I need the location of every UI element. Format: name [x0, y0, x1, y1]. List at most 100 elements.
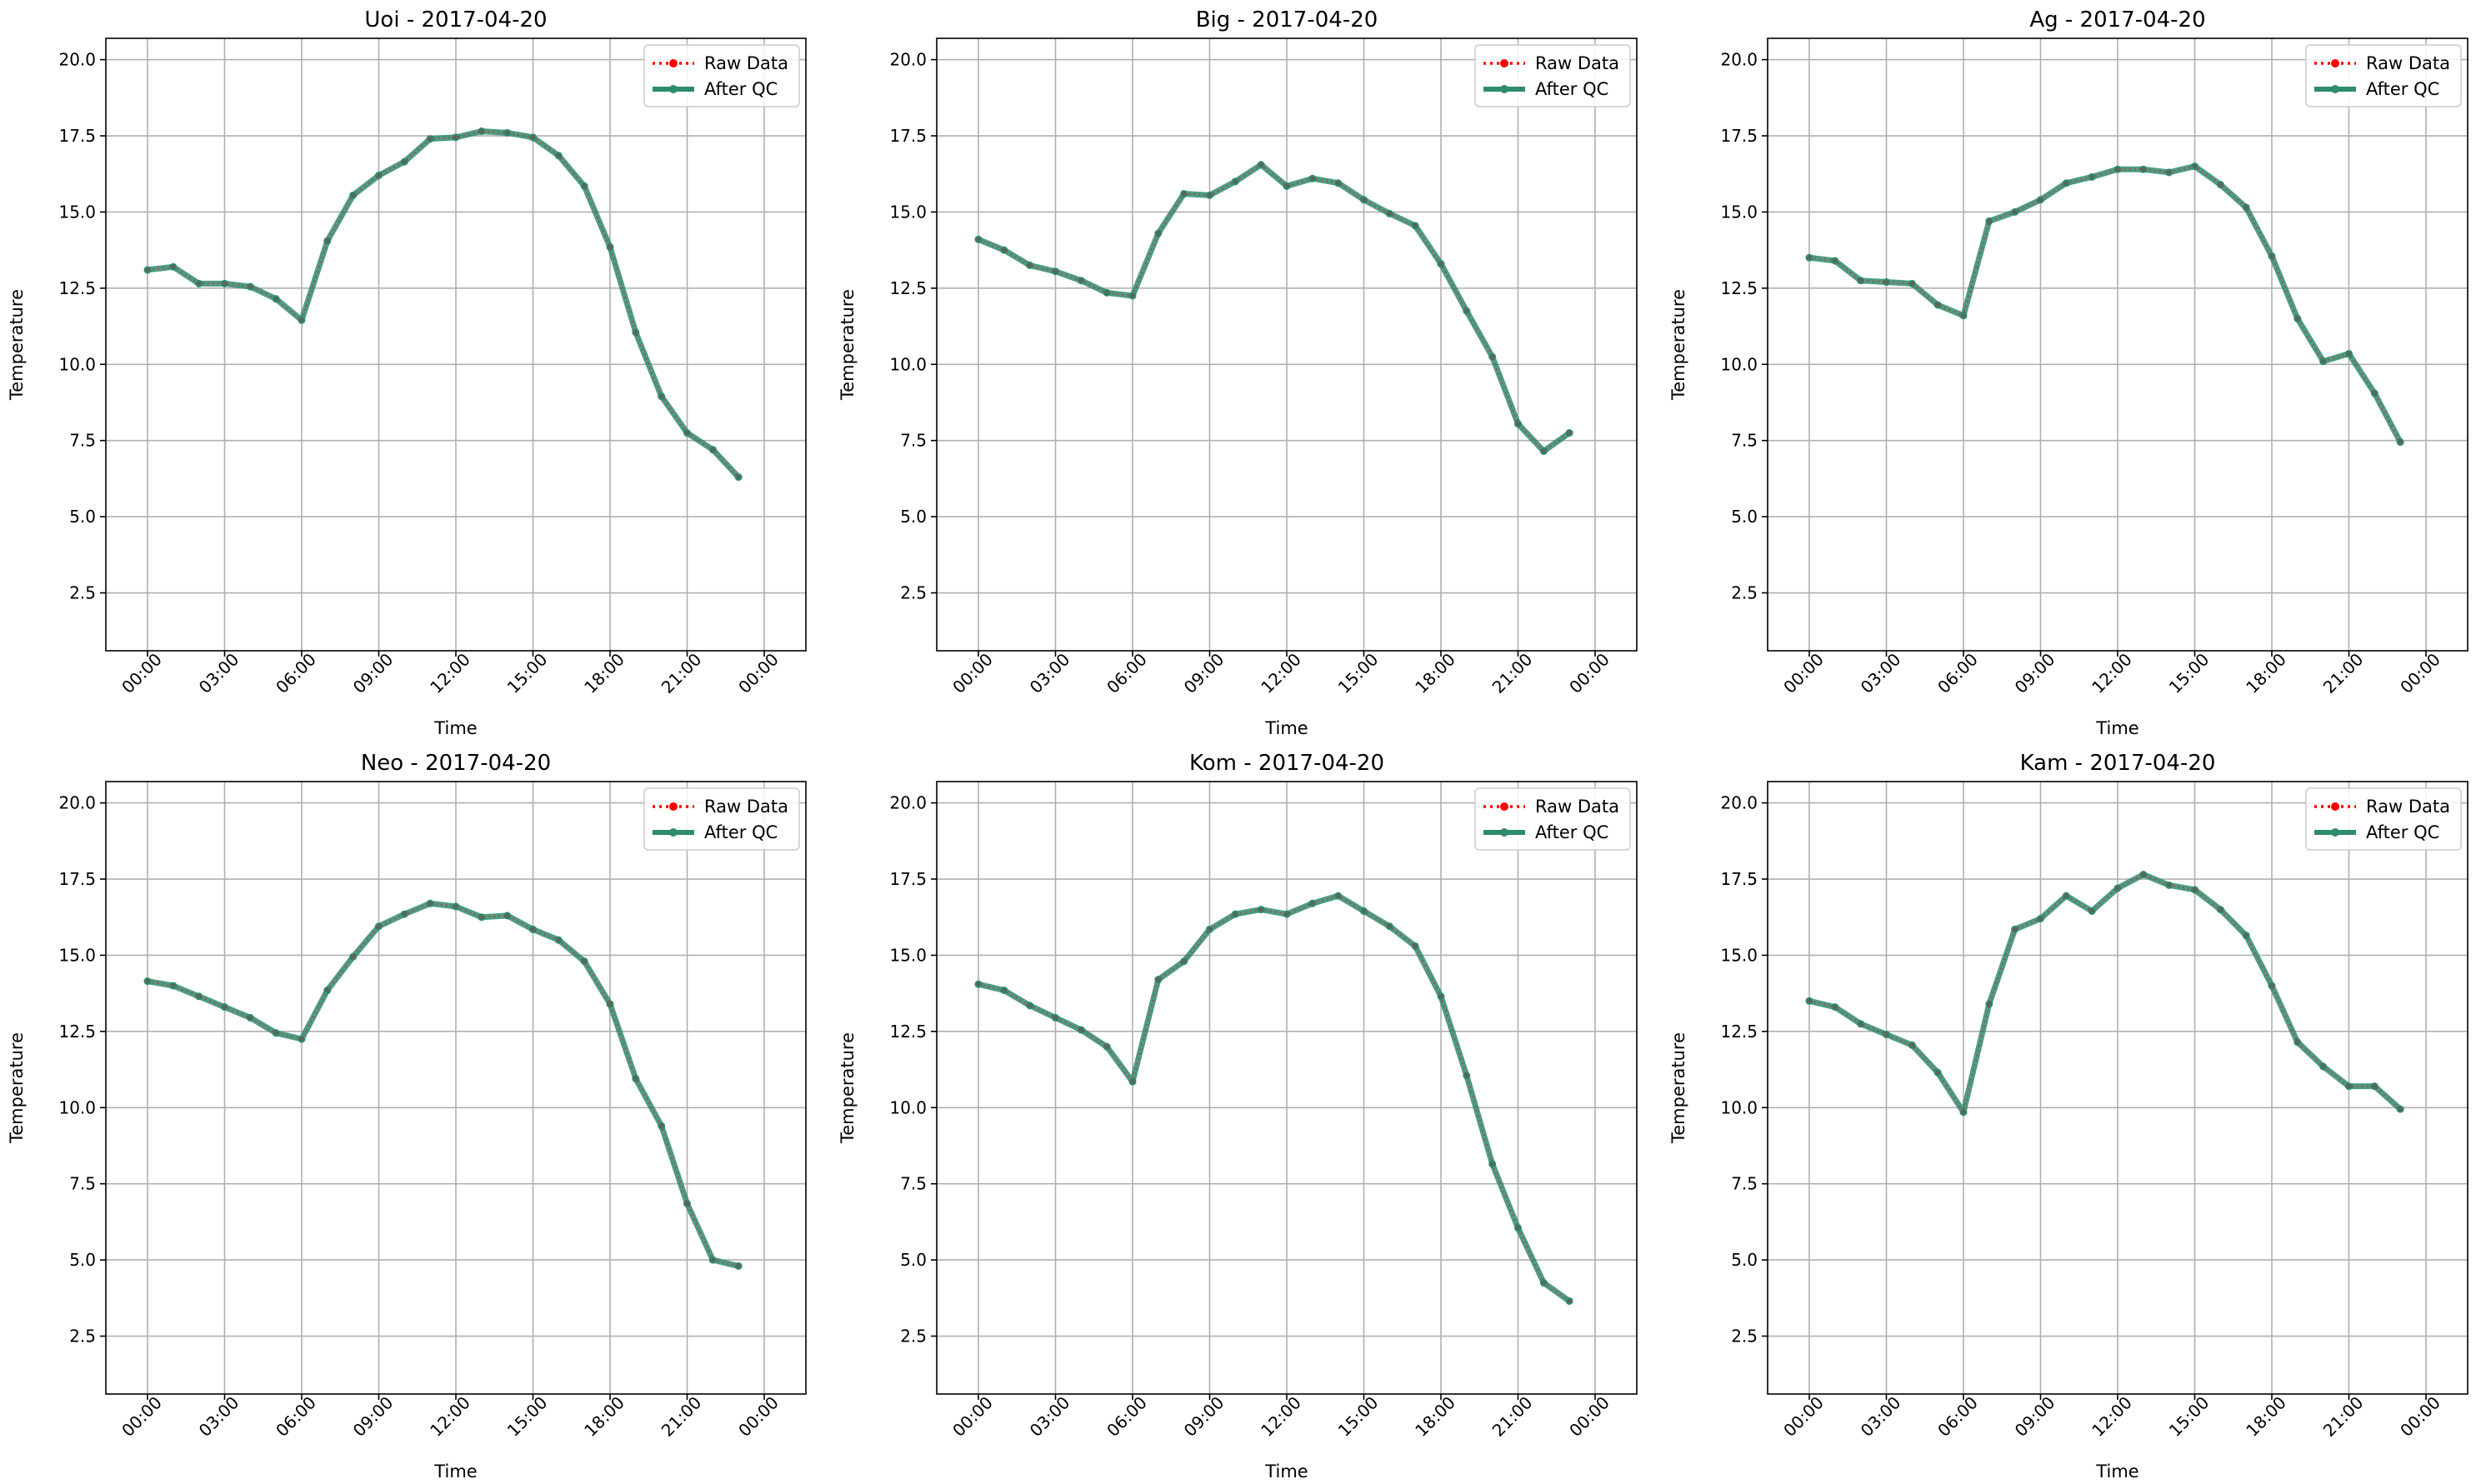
- legend-after-qc-label: After QC: [704, 79, 778, 99]
- legend-after-qc-marker: [1500, 85, 1508, 93]
- y-tick-label: 12.5: [1720, 1022, 1758, 1042]
- raw-data-point: [1909, 1042, 1914, 1047]
- x-tick-label: 06:00: [1103, 649, 1151, 697]
- raw-data-point: [1002, 987, 1007, 992]
- raw-data-point: [976, 237, 981, 242]
- x-tick-label: 15:00: [2165, 649, 2213, 697]
- x-tick-label: 03:00: [1026, 1392, 1074, 1441]
- raw-data-point: [479, 129, 484, 134]
- y-tick-label: 20.0: [58, 50, 96, 70]
- x-tick-label: 21:00: [658, 649, 706, 697]
- chart-title: Ag - 2017-04-20: [2029, 7, 2205, 32]
- raw-data-point: [1336, 181, 1341, 186]
- legend-raw-data-label: Raw Data: [1535, 53, 1619, 73]
- legend-raw-data-marker: [1500, 59, 1508, 67]
- x-tick-label: 15:00: [1334, 1392, 1383, 1441]
- x-axis-label: Time: [433, 1462, 477, 1482]
- raw-data-point: [1310, 176, 1315, 181]
- x-axis-label: Time: [1264, 1462, 1308, 1482]
- raw-data-point: [633, 330, 638, 335]
- raw-data-point: [428, 901, 433, 906]
- y-axis-label: Temperature: [7, 1032, 27, 1144]
- y-tick-label: 5.0: [900, 507, 927, 527]
- y-axis-label: Temperature: [1668, 289, 1688, 401]
- raw-data-point: [1387, 211, 1392, 216]
- raw-data-point: [2141, 872, 2146, 877]
- y-axis-label: Temperature: [838, 1032, 858, 1144]
- raw-data-point: [2347, 1084, 2351, 1089]
- y-tick-label: 2.5: [900, 583, 927, 603]
- raw-data-point: [659, 394, 664, 399]
- raw-data-point: [1961, 1110, 1966, 1115]
- y-tick-label: 7.5: [900, 431, 927, 451]
- y-tick-label: 17.5: [889, 126, 927, 146]
- raw-data-point: [1935, 302, 1940, 307]
- y-tick-label: 10.0: [58, 1097, 96, 1117]
- x-tick-label: 15:00: [503, 1392, 552, 1441]
- raw-data-point: [1987, 1002, 1992, 1007]
- x-tick-label: 09:00: [349, 649, 398, 697]
- chart-title: Big - 2017-04-20: [1196, 7, 1378, 32]
- raw-data-point: [1258, 162, 1263, 167]
- x-tick-label: 00:00: [1779, 1392, 1828, 1441]
- raw-data-point: [248, 284, 253, 289]
- raw-data-point: [1208, 192, 1212, 197]
- x-tick-label: 12:00: [1257, 649, 1305, 697]
- y-tick-label: 12.5: [58, 278, 96, 298]
- raw-data-point: [1490, 1162, 1495, 1167]
- raw-data-point: [1858, 1022, 1863, 1027]
- raw-data-point: [2398, 1107, 2403, 1112]
- raw-data-point: [1053, 269, 1058, 274]
- raw-data-point: [608, 244, 613, 249]
- raw-data-point: [2193, 164, 2197, 169]
- legend-raw-data-marker: [1500, 802, 1508, 811]
- raw-data-point: [685, 1201, 689, 1206]
- raw-data-point: [505, 913, 510, 918]
- x-tick-label: 06:00: [1933, 649, 1982, 697]
- y-tick-label: 5.0: [900, 1250, 927, 1270]
- raw-data-point: [1362, 908, 1366, 913]
- x-tick-label: 03:00: [195, 1392, 243, 1441]
- x-tick-label: 21:00: [2319, 1392, 2368, 1441]
- raw-data-point: [223, 281, 227, 286]
- legend-after-qc-label: After QC: [704, 822, 778, 842]
- legend-raw-data-label: Raw Data: [2366, 797, 2450, 817]
- plot-frame: [105, 37, 807, 652]
- x-tick-label: 12:00: [426, 649, 474, 697]
- legend: Raw Data After QC: [1474, 44, 1631, 107]
- raw-data-point: [1567, 431, 1572, 436]
- x-tick-label: 00:00: [1565, 1392, 1613, 1441]
- chart-panel: 00:00 03:00 06:00 09:00 12:00 15:00 18:00 21:00…: [838, 7, 1638, 738]
- chart-panel: 00:00 03:00 06:00 09:00 12:00 15:00 18:00 21:00…: [7, 751, 807, 1482]
- raw-data-point: [1909, 281, 1914, 286]
- raw-data-point: [1078, 278, 1083, 283]
- raw-data-point: [325, 987, 330, 992]
- raw-data-point: [2398, 440, 2403, 445]
- x-tick-label: 09:00: [1180, 1392, 1228, 1441]
- x-tick-label: 09:00: [349, 1392, 398, 1441]
- chart-title: Kam - 2017-04-20: [2020, 751, 2216, 776]
- raw-data-point: [2295, 316, 2300, 321]
- raw-data-point: [1053, 1015, 1058, 1020]
- raw-data-point: [2193, 887, 2197, 892]
- legend-after-qc-marker: [669, 85, 678, 93]
- raw-data-point: [2218, 907, 2223, 912]
- x-axis-label: Time: [2095, 1462, 2138, 1482]
- x-tick-label: 06:00: [1103, 1392, 1151, 1441]
- x-tick-label: 15:00: [2165, 1392, 2213, 1441]
- y-axis-label: Temperature: [1668, 1032, 1688, 1144]
- raw-data-point: [377, 173, 381, 178]
- x-tick-label: 21:00: [2319, 649, 2368, 697]
- raw-data-point: [1387, 924, 1392, 929]
- raw-data-point: [1961, 313, 1966, 318]
- x-tick-label: 00:00: [948, 1392, 997, 1441]
- raw-data-point: [685, 431, 689, 436]
- x-tick-label: 06:00: [1933, 1392, 1982, 1441]
- x-axis-label: Time: [2095, 718, 2138, 738]
- x-tick-label: 15:00: [503, 649, 552, 697]
- y-tick-label: 20.0: [1720, 50, 1758, 70]
- y-tick-label: 17.5: [58, 869, 96, 889]
- raw-data-point: [171, 983, 176, 988]
- x-tick-label: 00:00: [734, 649, 783, 697]
- y-axis-label: Temperature: [7, 289, 27, 401]
